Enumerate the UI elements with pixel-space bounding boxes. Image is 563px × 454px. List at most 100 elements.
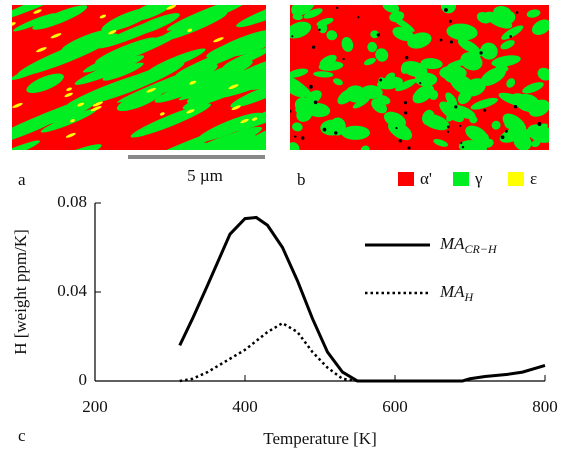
phase-region <box>352 97 370 109</box>
phase-region <box>17 33 119 77</box>
phase-region <box>376 95 391 105</box>
phase-region <box>476 11 492 24</box>
phase-region <box>13 13 56 32</box>
phase-region <box>527 124 549 143</box>
phase-region <box>412 84 435 104</box>
phase-region <box>493 6 512 20</box>
phase-region <box>526 9 541 18</box>
phase-region <box>329 117 346 136</box>
phase-region <box>294 135 297 139</box>
panel-label: a <box>18 170 26 189</box>
phase-region <box>395 78 417 92</box>
phase-region <box>290 75 312 95</box>
legend-label: ε <box>530 169 537 188</box>
phase-region <box>12 140 40 150</box>
phase-region <box>537 67 549 81</box>
phase-region <box>319 54 337 67</box>
phase-region <box>36 47 47 53</box>
phase-region <box>170 126 263 150</box>
phase-region <box>513 133 532 150</box>
phase-region <box>233 51 266 86</box>
phase-region <box>128 13 180 36</box>
phase-region <box>232 57 266 81</box>
data-line <box>178 215 546 383</box>
legend-name: MA <box>439 282 465 301</box>
data-line <box>179 321 358 383</box>
phase-region <box>483 108 487 112</box>
phase-region <box>460 141 463 145</box>
legend-swatch <box>398 172 414 186</box>
y-axis-label: H [weight ppm/K] <box>11 229 30 355</box>
phase-region <box>189 80 197 85</box>
phase-region <box>206 40 245 58</box>
legend-label: α' <box>420 169 432 188</box>
phase-region <box>357 16 360 19</box>
phase-region <box>360 145 370 150</box>
phase-region <box>290 68 309 78</box>
phase-region <box>446 130 450 133</box>
phase-region <box>92 101 103 107</box>
x-tick-label: 200 <box>82 397 108 416</box>
phase-region <box>509 35 513 38</box>
phase-region <box>439 38 443 42</box>
phase-region <box>479 51 483 55</box>
phase-region <box>32 5 88 30</box>
phase-region <box>108 30 117 35</box>
phase-region <box>95 37 156 64</box>
phase-region <box>461 30 470 38</box>
phase-region <box>99 14 107 19</box>
phase-region <box>375 48 389 62</box>
x-tick-label: 400 <box>232 397 258 416</box>
phase-region <box>313 71 334 78</box>
phase-region <box>50 33 62 39</box>
phase-region <box>370 30 380 39</box>
phase-region <box>187 28 193 33</box>
phase-region <box>337 88 356 105</box>
phase-region <box>537 122 542 126</box>
phase-region <box>404 111 408 115</box>
phase-region <box>292 122 303 132</box>
phase-region <box>335 6 339 10</box>
phase-region <box>513 104 518 109</box>
phase-map-a <box>12 5 266 150</box>
phase-region <box>470 97 499 110</box>
phase-region <box>326 30 338 41</box>
phase-region <box>90 106 102 112</box>
phase-region <box>228 84 239 90</box>
phase-region <box>313 100 318 105</box>
phase-region <box>383 111 406 128</box>
phase-region <box>157 11 228 42</box>
phase-region <box>515 11 519 14</box>
phase-region <box>12 95 97 135</box>
phase-region <box>230 81 266 108</box>
phase-region <box>251 117 258 121</box>
phase-region <box>449 73 476 96</box>
legend-subscript: CR−H <box>465 242 498 256</box>
phase-region <box>466 45 490 64</box>
phase-region <box>318 28 321 32</box>
phase-region <box>12 22 16 27</box>
phase-region <box>473 132 490 150</box>
phase-region <box>101 7 155 32</box>
phase-region <box>70 119 75 123</box>
legend-subscript: H <box>464 290 475 304</box>
phase-region <box>367 41 378 53</box>
phase-region <box>376 33 380 37</box>
legend-name: MA <box>439 234 465 253</box>
x-tick-label: 600 <box>382 397 408 416</box>
panel-label: c <box>18 426 26 445</box>
phase-region <box>449 40 454 44</box>
phase-region <box>290 79 309 98</box>
phase-region <box>12 5 72 22</box>
phase-region <box>461 145 465 149</box>
phase-region <box>303 8 323 19</box>
phase-region <box>382 5 400 13</box>
phase-region <box>64 92 73 98</box>
legend-label: MAH <box>439 282 475 304</box>
x-tick-label: 800 <box>532 397 558 416</box>
phase-region <box>290 109 292 113</box>
phase-region <box>445 92 458 108</box>
phase-region <box>491 120 501 130</box>
legend-swatch <box>508 172 524 186</box>
phase-region <box>448 19 452 23</box>
